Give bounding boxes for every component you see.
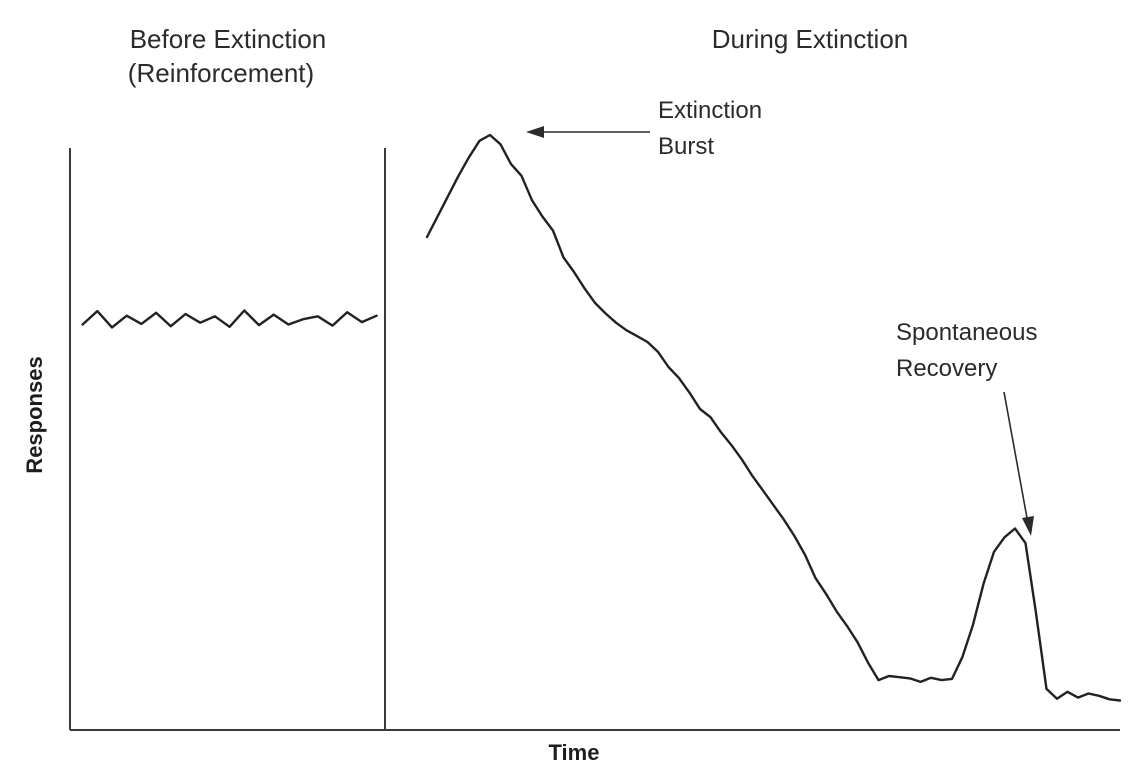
spontaneous-recovery-arrowhead (1022, 516, 1034, 536)
annotation-extinction-burst-line1: Extinction (658, 97, 762, 124)
series-during-extinction-line (425, 133, 1122, 702)
x-axis-label: Time (549, 740, 600, 762)
annotation-spontaneous-recovery-line2: Recovery (896, 355, 997, 382)
annotation-extinction-burst-line2: Burst (658, 133, 714, 160)
panel-title-before-line1: Before Extinction (130, 24, 327, 54)
panel-title-during: During Extinction (712, 24, 909, 54)
panel-title-before-line2: (Reinforcement) (128, 58, 314, 88)
extinction-burst-arrowhead (526, 126, 544, 138)
series-before-extinction-line (81, 309, 378, 329)
annotation-spontaneous-recovery-line1: Spontaneous (896, 319, 1037, 346)
spontaneous-recovery-arrow (1003, 391, 1028, 519)
y-axis-label: Responses (22, 356, 47, 473)
